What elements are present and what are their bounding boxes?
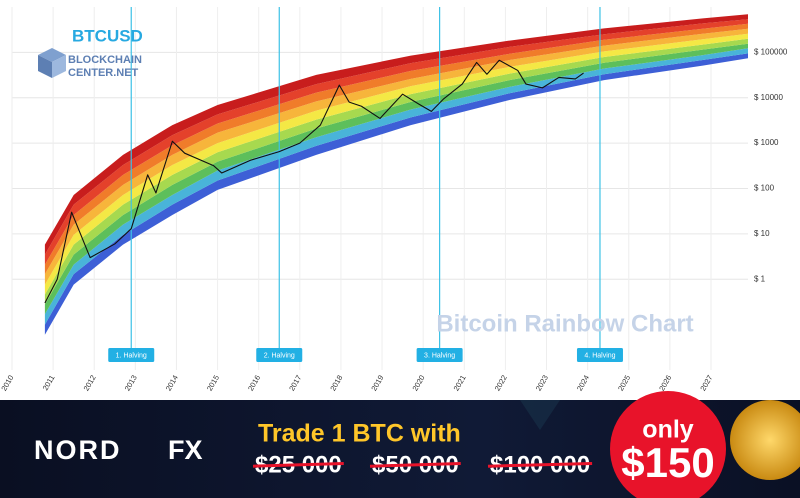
halving-badge (416, 348, 463, 362)
price-line (44, 59, 584, 304)
coin-icon (730, 400, 800, 480)
y-tick-label: $ 10000 (754, 93, 783, 102)
rainbow-band (44, 33, 748, 295)
rainbow-band (44, 19, 748, 265)
y-tick-label: $ 1 (754, 274, 766, 283)
strike-through (252, 461, 344, 468)
halving-badge (108, 348, 155, 362)
ad-banner[interactable]: NORD FX Trade 1 BTC with $25 000 $50 000… (0, 391, 800, 498)
halving-label: 4. Halving (584, 352, 615, 359)
y-tick-label: $ 10 (754, 229, 770, 238)
strike-through (487, 461, 593, 468)
badge (610, 391, 726, 498)
logo: BLOCKCHAIN CENTER.NET (38, 48, 142, 79)
rainbow-band (44, 38, 748, 305)
halving-badge (256, 348, 303, 362)
halving-label: 2. Halving (264, 352, 295, 359)
strike-through (369, 461, 461, 468)
rainbow-band (44, 28, 748, 285)
logo-icon (38, 48, 66, 78)
plot-area (44, 7, 748, 348)
series-label: BTCUSD (72, 26, 143, 45)
halving-label: 3. Halving (424, 352, 455, 359)
logo-text: CENTER.NET (68, 67, 139, 79)
headline: Trade 1 BTC with (258, 420, 461, 448)
brand-name: FX (168, 435, 203, 465)
watermark: Bitcoin Rainbow Chart (436, 310, 693, 337)
halving-label: 1. Halving (116, 352, 147, 359)
rainbow-band (44, 43, 748, 315)
brand-name: NORD (34, 435, 122, 465)
y-tick-label: $ 1000 (754, 138, 779, 147)
halving-badge (576, 348, 623, 362)
rainbow-band (44, 14, 748, 255)
badge-text: only (642, 416, 693, 444)
logo-text: BLOCKCHAIN (68, 54, 142, 66)
badge-price: $150 (621, 439, 714, 486)
y-tick-label: $ 100 (754, 184, 775, 193)
y-tick-label: $ 100000 (754, 47, 788, 56)
banner-decoration (520, 400, 560, 430)
